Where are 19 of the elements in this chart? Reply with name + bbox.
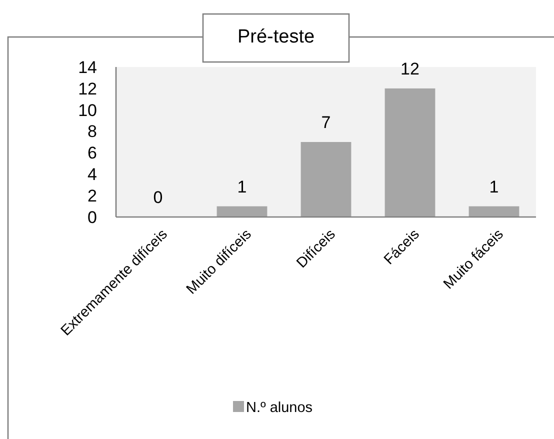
data-label: 0 (153, 188, 163, 207)
data-label: 1 (237, 177, 247, 196)
y-tick-label: 2 (88, 186, 97, 206)
chart-title: Pré-teste (237, 26, 315, 48)
y-tick-label: 12 (78, 79, 97, 98)
bar (216, 206, 268, 217)
bar (384, 88, 436, 217)
y-tick-label: 10 (78, 100, 97, 120)
bar (468, 206, 520, 217)
y-tick-label: 8 (88, 122, 97, 142)
y-tick-label: 4 (88, 165, 97, 184)
legend-label: N.º alunos (246, 400, 313, 416)
y-tick-label: 6 (88, 144, 97, 163)
y-tick-label: 0 (88, 208, 97, 227)
data-label: 7 (321, 113, 331, 132)
data-label: 12 (400, 59, 420, 78)
bar (300, 142, 352, 217)
data-label: 1 (489, 177, 499, 196)
y-tick-label: 14 (78, 58, 97, 77)
